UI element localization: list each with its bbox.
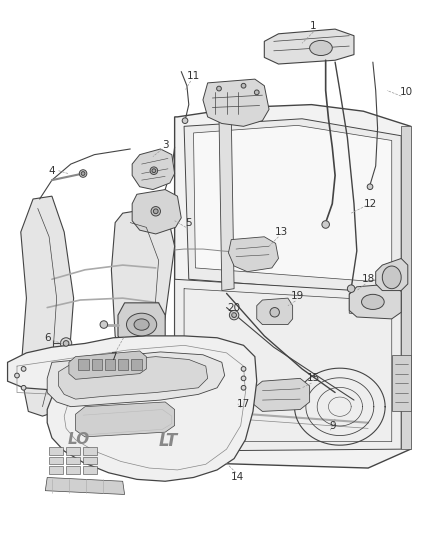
Text: 6: 6 [44,333,50,343]
Polygon shape [264,29,354,64]
Text: 3: 3 [162,140,169,150]
Circle shape [100,321,108,328]
Polygon shape [47,352,225,407]
Polygon shape [229,237,279,272]
Text: 4: 4 [49,166,55,176]
Text: 14: 14 [231,472,244,482]
Polygon shape [92,359,102,370]
Text: 15: 15 [307,373,320,383]
Polygon shape [83,466,97,474]
Polygon shape [349,293,396,315]
Circle shape [217,86,221,91]
Polygon shape [83,457,97,464]
Polygon shape [118,303,165,347]
Polygon shape [349,284,401,319]
Polygon shape [132,149,175,190]
Circle shape [236,398,240,402]
Circle shape [241,367,246,372]
Polygon shape [66,447,80,455]
Circle shape [81,172,85,175]
Ellipse shape [134,319,149,330]
Polygon shape [219,116,234,290]
Ellipse shape [310,41,332,55]
Polygon shape [49,466,63,474]
Circle shape [182,118,188,124]
Circle shape [233,395,243,405]
Ellipse shape [127,313,157,336]
Circle shape [153,209,158,214]
Polygon shape [203,79,269,126]
Circle shape [254,90,259,95]
Text: 1: 1 [310,21,317,31]
Polygon shape [132,190,181,234]
Text: 9: 9 [329,421,336,431]
Text: 19: 19 [291,291,304,301]
Polygon shape [49,447,63,455]
Polygon shape [105,359,115,370]
Text: 11: 11 [187,71,200,82]
Circle shape [232,313,237,318]
Circle shape [241,385,246,390]
Circle shape [151,207,160,216]
Polygon shape [45,478,124,495]
Circle shape [367,184,373,190]
Polygon shape [392,355,410,411]
Text: 17: 17 [237,399,250,409]
Circle shape [21,367,26,372]
Polygon shape [175,279,401,451]
Polygon shape [118,359,128,370]
Polygon shape [49,457,63,464]
Circle shape [270,308,279,317]
Circle shape [152,169,156,173]
Polygon shape [257,298,293,325]
Polygon shape [376,259,408,290]
Circle shape [14,373,19,378]
Text: 13: 13 [275,227,288,237]
Circle shape [241,376,246,381]
Polygon shape [253,378,310,411]
Circle shape [230,310,239,320]
Polygon shape [7,336,257,481]
Circle shape [347,285,355,293]
Circle shape [79,169,87,177]
Polygon shape [175,104,410,468]
Circle shape [241,83,246,88]
Polygon shape [184,119,401,293]
Polygon shape [59,357,208,399]
Polygon shape [75,402,175,437]
Text: 5: 5 [185,217,192,228]
Circle shape [60,338,72,349]
Circle shape [63,341,69,346]
Polygon shape [78,359,89,370]
Polygon shape [131,359,141,370]
Text: LO: LO [68,432,90,447]
Polygon shape [69,351,146,379]
Circle shape [21,385,26,390]
Text: 18: 18 [361,274,375,284]
Ellipse shape [382,266,401,289]
Text: 10: 10 [399,87,413,98]
Text: 12: 12 [364,199,377,209]
Text: 7: 7 [110,352,117,362]
Polygon shape [111,208,175,381]
Polygon shape [66,457,80,464]
Polygon shape [83,447,97,455]
Text: LT: LT [159,432,178,450]
Circle shape [322,221,329,228]
Text: 20: 20 [227,303,240,312]
Ellipse shape [361,294,384,310]
Polygon shape [194,125,392,281]
Circle shape [150,167,158,174]
Polygon shape [21,196,74,416]
Polygon shape [401,126,410,449]
Polygon shape [66,466,80,474]
